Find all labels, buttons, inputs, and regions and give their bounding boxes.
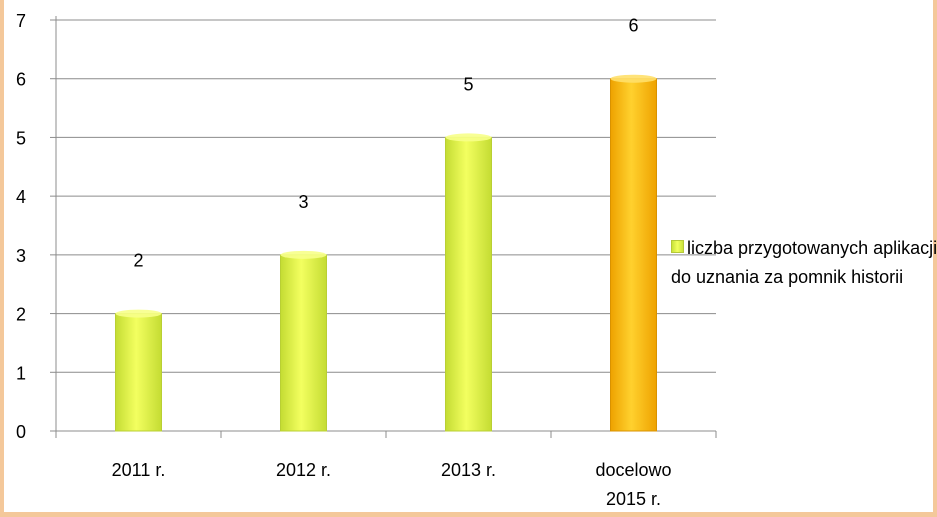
- y-tick-label-1: 1: [16, 363, 26, 383]
- y-tick-label-6: 6: [16, 70, 26, 90]
- y-tick-label-5: 5: [16, 128, 26, 148]
- x-tick-label-line-0-0: 2011 r.: [112, 460, 166, 480]
- data-label-0: 2: [133, 251, 143, 271]
- data-label-3: 6: [628, 16, 638, 36]
- data-label-2: 5: [463, 74, 473, 94]
- x-tick-label-3: docelowo 2015 r.: [595, 460, 671, 509]
- y-tick-label-2: 2: [16, 305, 26, 325]
- x-tick-label-line-2-0: 2013 r.: [441, 460, 496, 480]
- data-label-1: 3: [298, 192, 308, 212]
- bar-0: [115, 313, 162, 432]
- bar-2: [445, 136, 492, 432]
- bar-3: [610, 78, 657, 432]
- bar-chart: 0 1 2 3 4 5 6 7 2 2011 r. 3 2012 r. 5 2013 r. 6 docelow…: [16, 11, 717, 509]
- bar-top-3: [610, 74, 657, 83]
- x-tick-label-line-3-1: 2015 r.: [606, 489, 661, 509]
- y-tick-label-3: 3: [16, 246, 26, 266]
- y-tick-label-4: 4: [16, 187, 26, 207]
- x-tick-label-1: 2012 r.: [276, 460, 331, 480]
- y-tick-label-7: 7: [16, 11, 26, 31]
- bar-top-0: [115, 309, 162, 318]
- legend: liczba przygotowanych aplikacji do uznan…: [671, 234, 937, 292]
- y-tick-label-0: 0: [16, 422, 26, 442]
- x-tick-label-2: 2013 r.: [441, 460, 496, 480]
- x-tick-label-line-1-0: 2012 r.: [276, 460, 331, 480]
- bar-top-1: [280, 250, 327, 259]
- bar-1: [280, 254, 327, 432]
- x-tick-label-line-3-0: docelowo: [595, 460, 671, 480]
- legend-swatch: [671, 240, 684, 253]
- labels: 0 1 2 3 4 5 6 7 2 2011 r. 3 2012 r. 5 2013 r. 6 docelow…: [16, 11, 672, 509]
- x-tick-label-0: 2011 r.: [112, 460, 166, 480]
- axes: [50, 16, 717, 438]
- bar-top-2: [445, 133, 492, 142]
- grid-lines: [56, 19, 716, 373]
- bars: [115, 74, 657, 432]
- legend-label: liczba przygotowanych aplikacji do uznan…: [671, 238, 937, 287]
